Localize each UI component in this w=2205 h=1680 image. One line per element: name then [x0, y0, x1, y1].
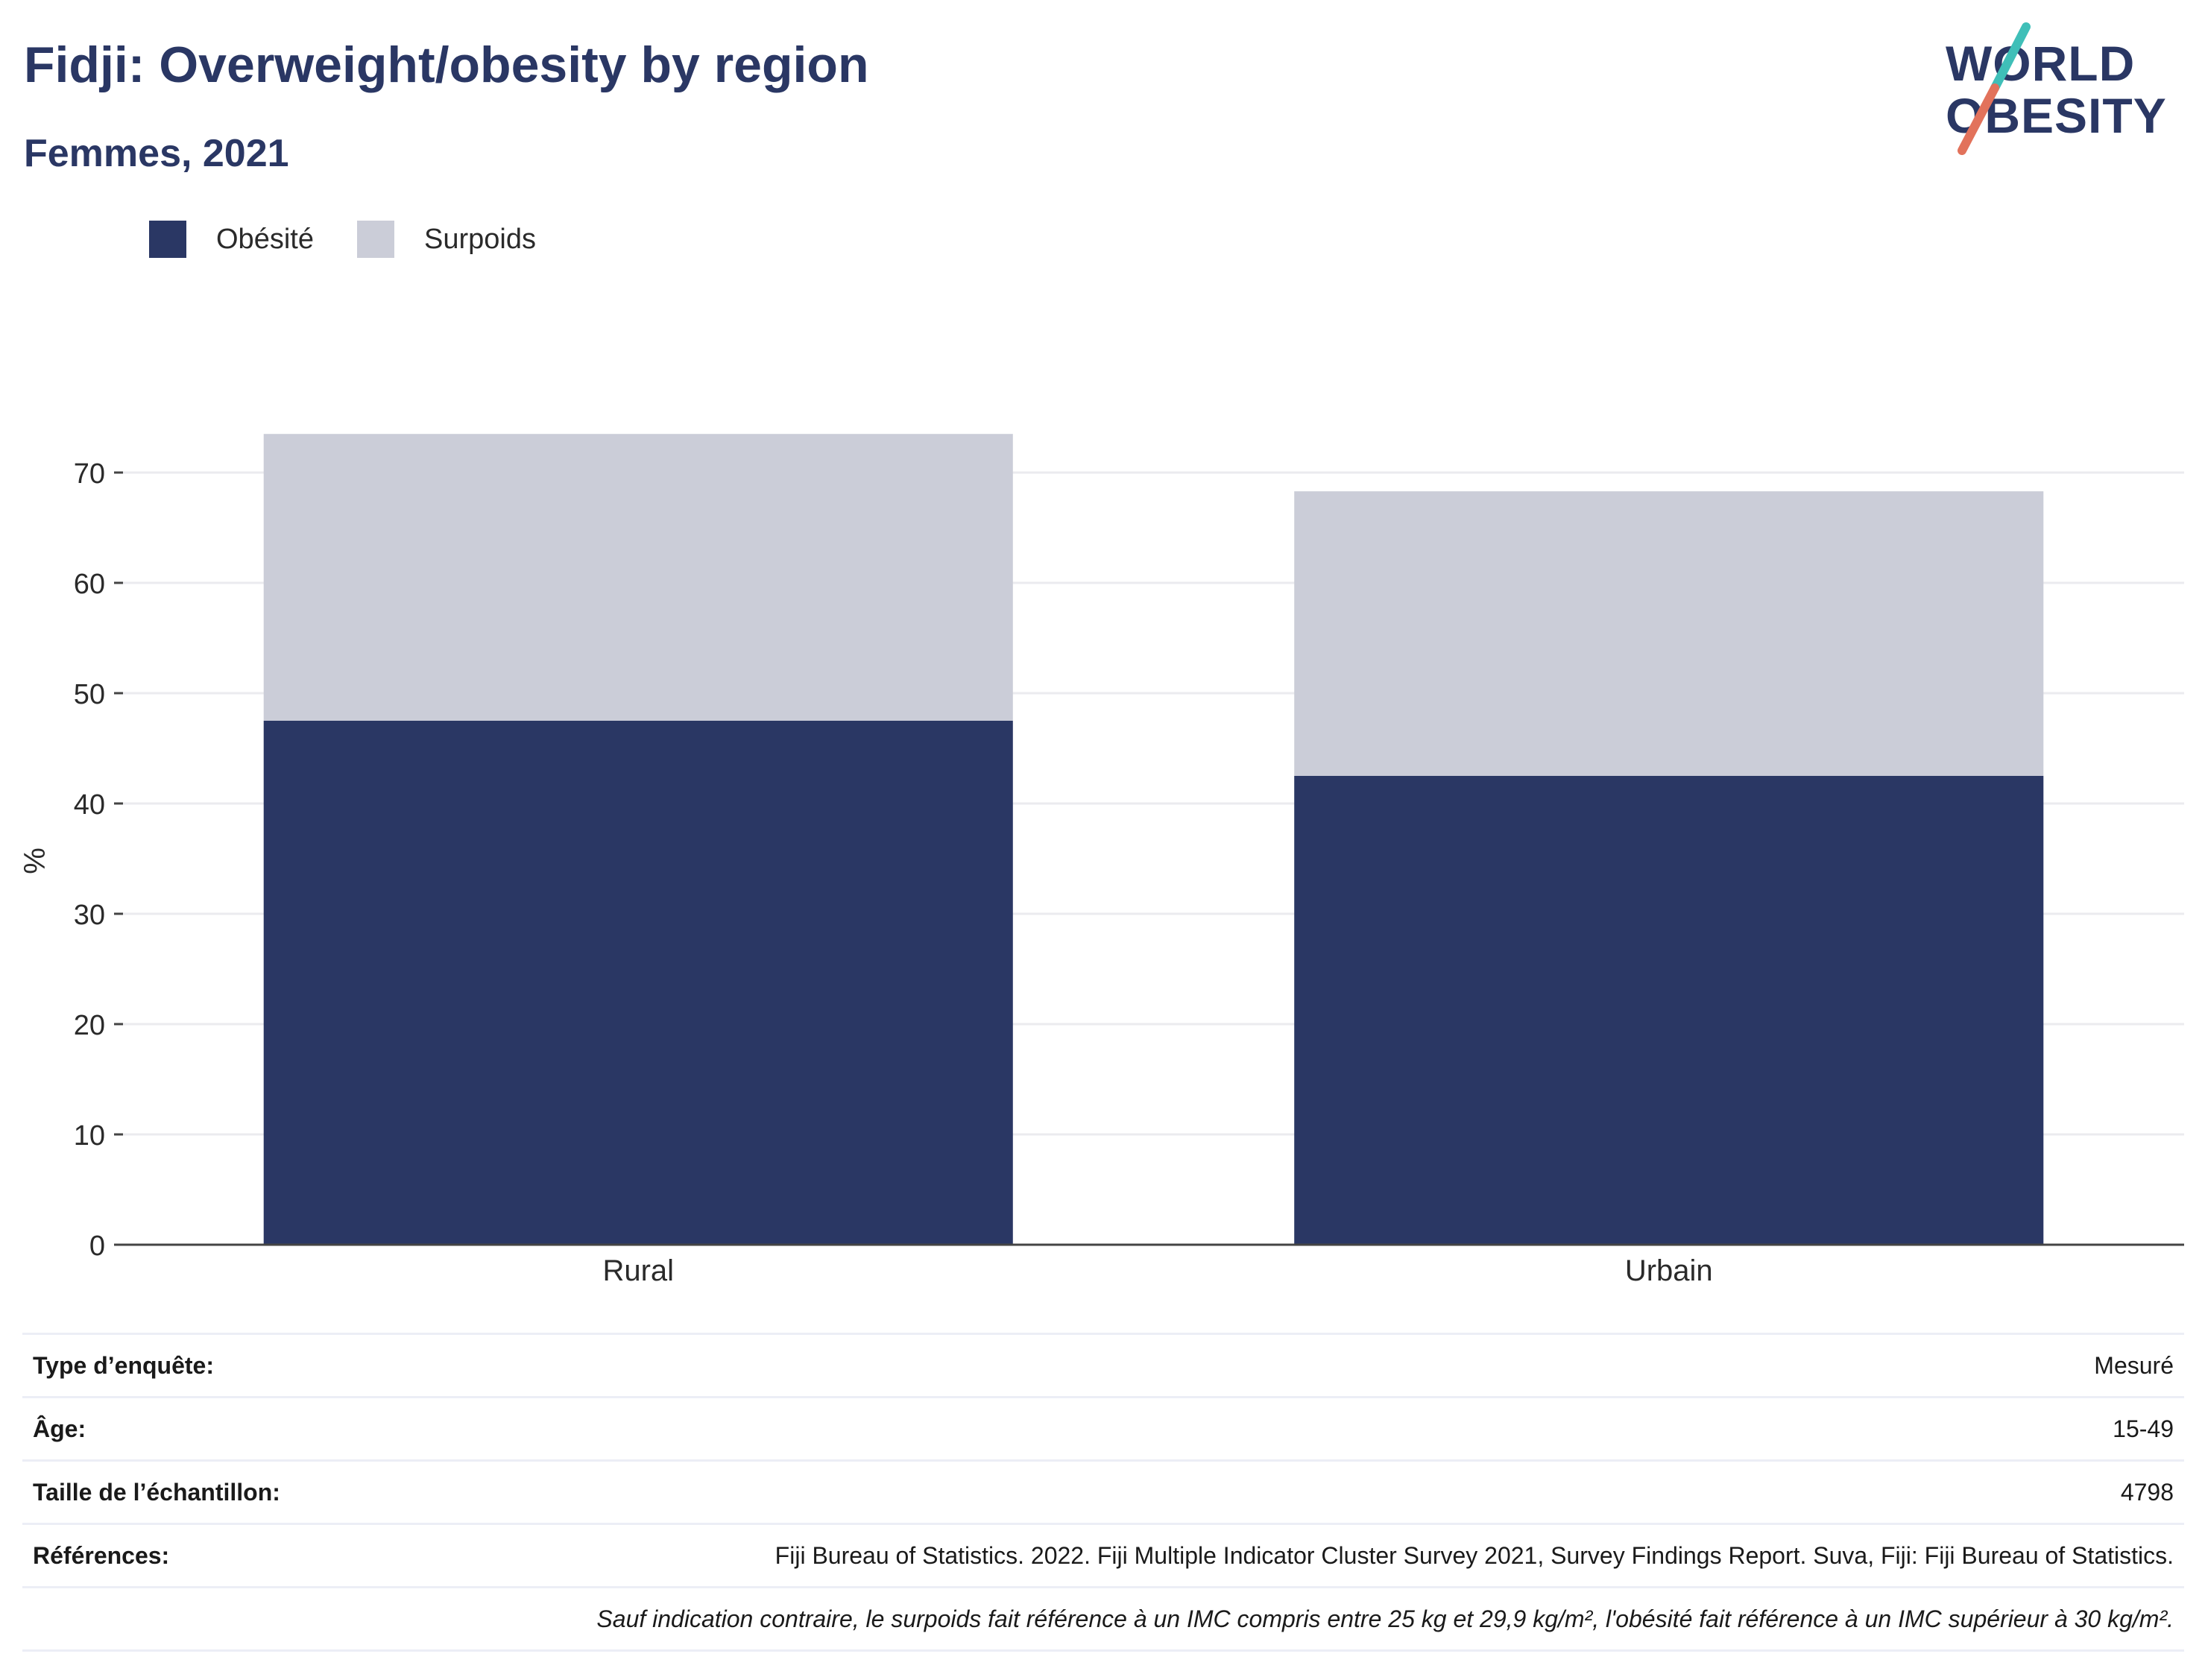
y-axis-label: % [19, 847, 51, 874]
bar-urbain-obesity[interactable] [1294, 776, 2044, 1245]
x-tick-labels: Rural Urbain [602, 1254, 1712, 1287]
chart-subtitle: Femmes, 2021 [24, 132, 289, 175]
y-tick-label: 30 [74, 900, 105, 931]
table-row: Type d’enquête: Mesuré [22, 1333, 2184, 1398]
y-tick-label: 50 [74, 679, 105, 710]
bars [263, 434, 2044, 1245]
info-key-sample-size: Taille de l’échantillon: [22, 1460, 341, 1525]
survey-info-table: Type d’enquête: Mesuré Âge: 15-49 Taille… [22, 1333, 2184, 1652]
bar-urbain-overweight[interactable] [1294, 491, 2044, 776]
info-value-age: 15-49 [341, 1397, 2184, 1462]
world-obesity-logo: WORLD OBESITY [1946, 22, 2192, 157]
y-tick-label: 20 [74, 1010, 105, 1041]
info-key-references: Références: [22, 1523, 341, 1588]
table-row: Références: Fiji Bureau of Statistics. 2… [22, 1523, 2184, 1588]
logo-slash-icon [1958, 22, 2031, 155]
chart-legend: Obésité Surpoids [149, 221, 579, 258]
info-key-survey-type: Type d’enquête: [22, 1333, 341, 1398]
y-tick-label: 10 [74, 1120, 105, 1152]
bar-rural-obesity[interactable] [263, 721, 1013, 1245]
y-tick-label: 40 [74, 789, 105, 821]
info-value-sample-size: 4798 [341, 1460, 2184, 1525]
table-row: Âge: 15-49 [22, 1397, 2184, 1462]
legend-label-obesity: Obésité [216, 223, 314, 255]
bar-chart: 0 10 20 30 40 50 60 70 Rural Urbain % [19, 434, 2184, 1287]
y-tick-label: 60 [74, 569, 105, 600]
legend-label-overweight: Surpoids [423, 223, 536, 255]
y-tick-label: 70 [74, 458, 105, 490]
footnote: Sauf indication contraire, le surpoids f… [22, 1587, 2184, 1652]
info-key-age: Âge: [22, 1397, 341, 1462]
legend-item-obesity[interactable]: Obésité [149, 221, 314, 258]
x-tick-label: Urbain [1625, 1254, 1713, 1287]
info-value-references: Fiji Bureau of Statistics. 2022. Fiji Mu… [341, 1523, 2184, 1588]
legend-item-overweight[interactable]: Surpoids [356, 221, 536, 258]
legend-swatch-obesity [149, 221, 186, 258]
x-tick-label: Rural [602, 1254, 674, 1287]
chart-title: Fidji: Overweight/obesity by region [24, 37, 869, 93]
logo-word-world: WORLD [1946, 36, 2136, 91]
table-row: Sauf indication contraire, le surpoids f… [22, 1587, 2184, 1652]
y-tick-label: 0 [89, 1231, 105, 1262]
table-row: Taille de l’échantillon: 4798 [22, 1460, 2184, 1525]
info-value-survey-type: Mesuré [341, 1333, 2184, 1398]
y-tick-labels: 0 10 20 30 40 50 60 70 [74, 458, 123, 1262]
bar-rural-overweight[interactable] [263, 434, 1013, 721]
legend-swatch-overweight [356, 221, 394, 258]
